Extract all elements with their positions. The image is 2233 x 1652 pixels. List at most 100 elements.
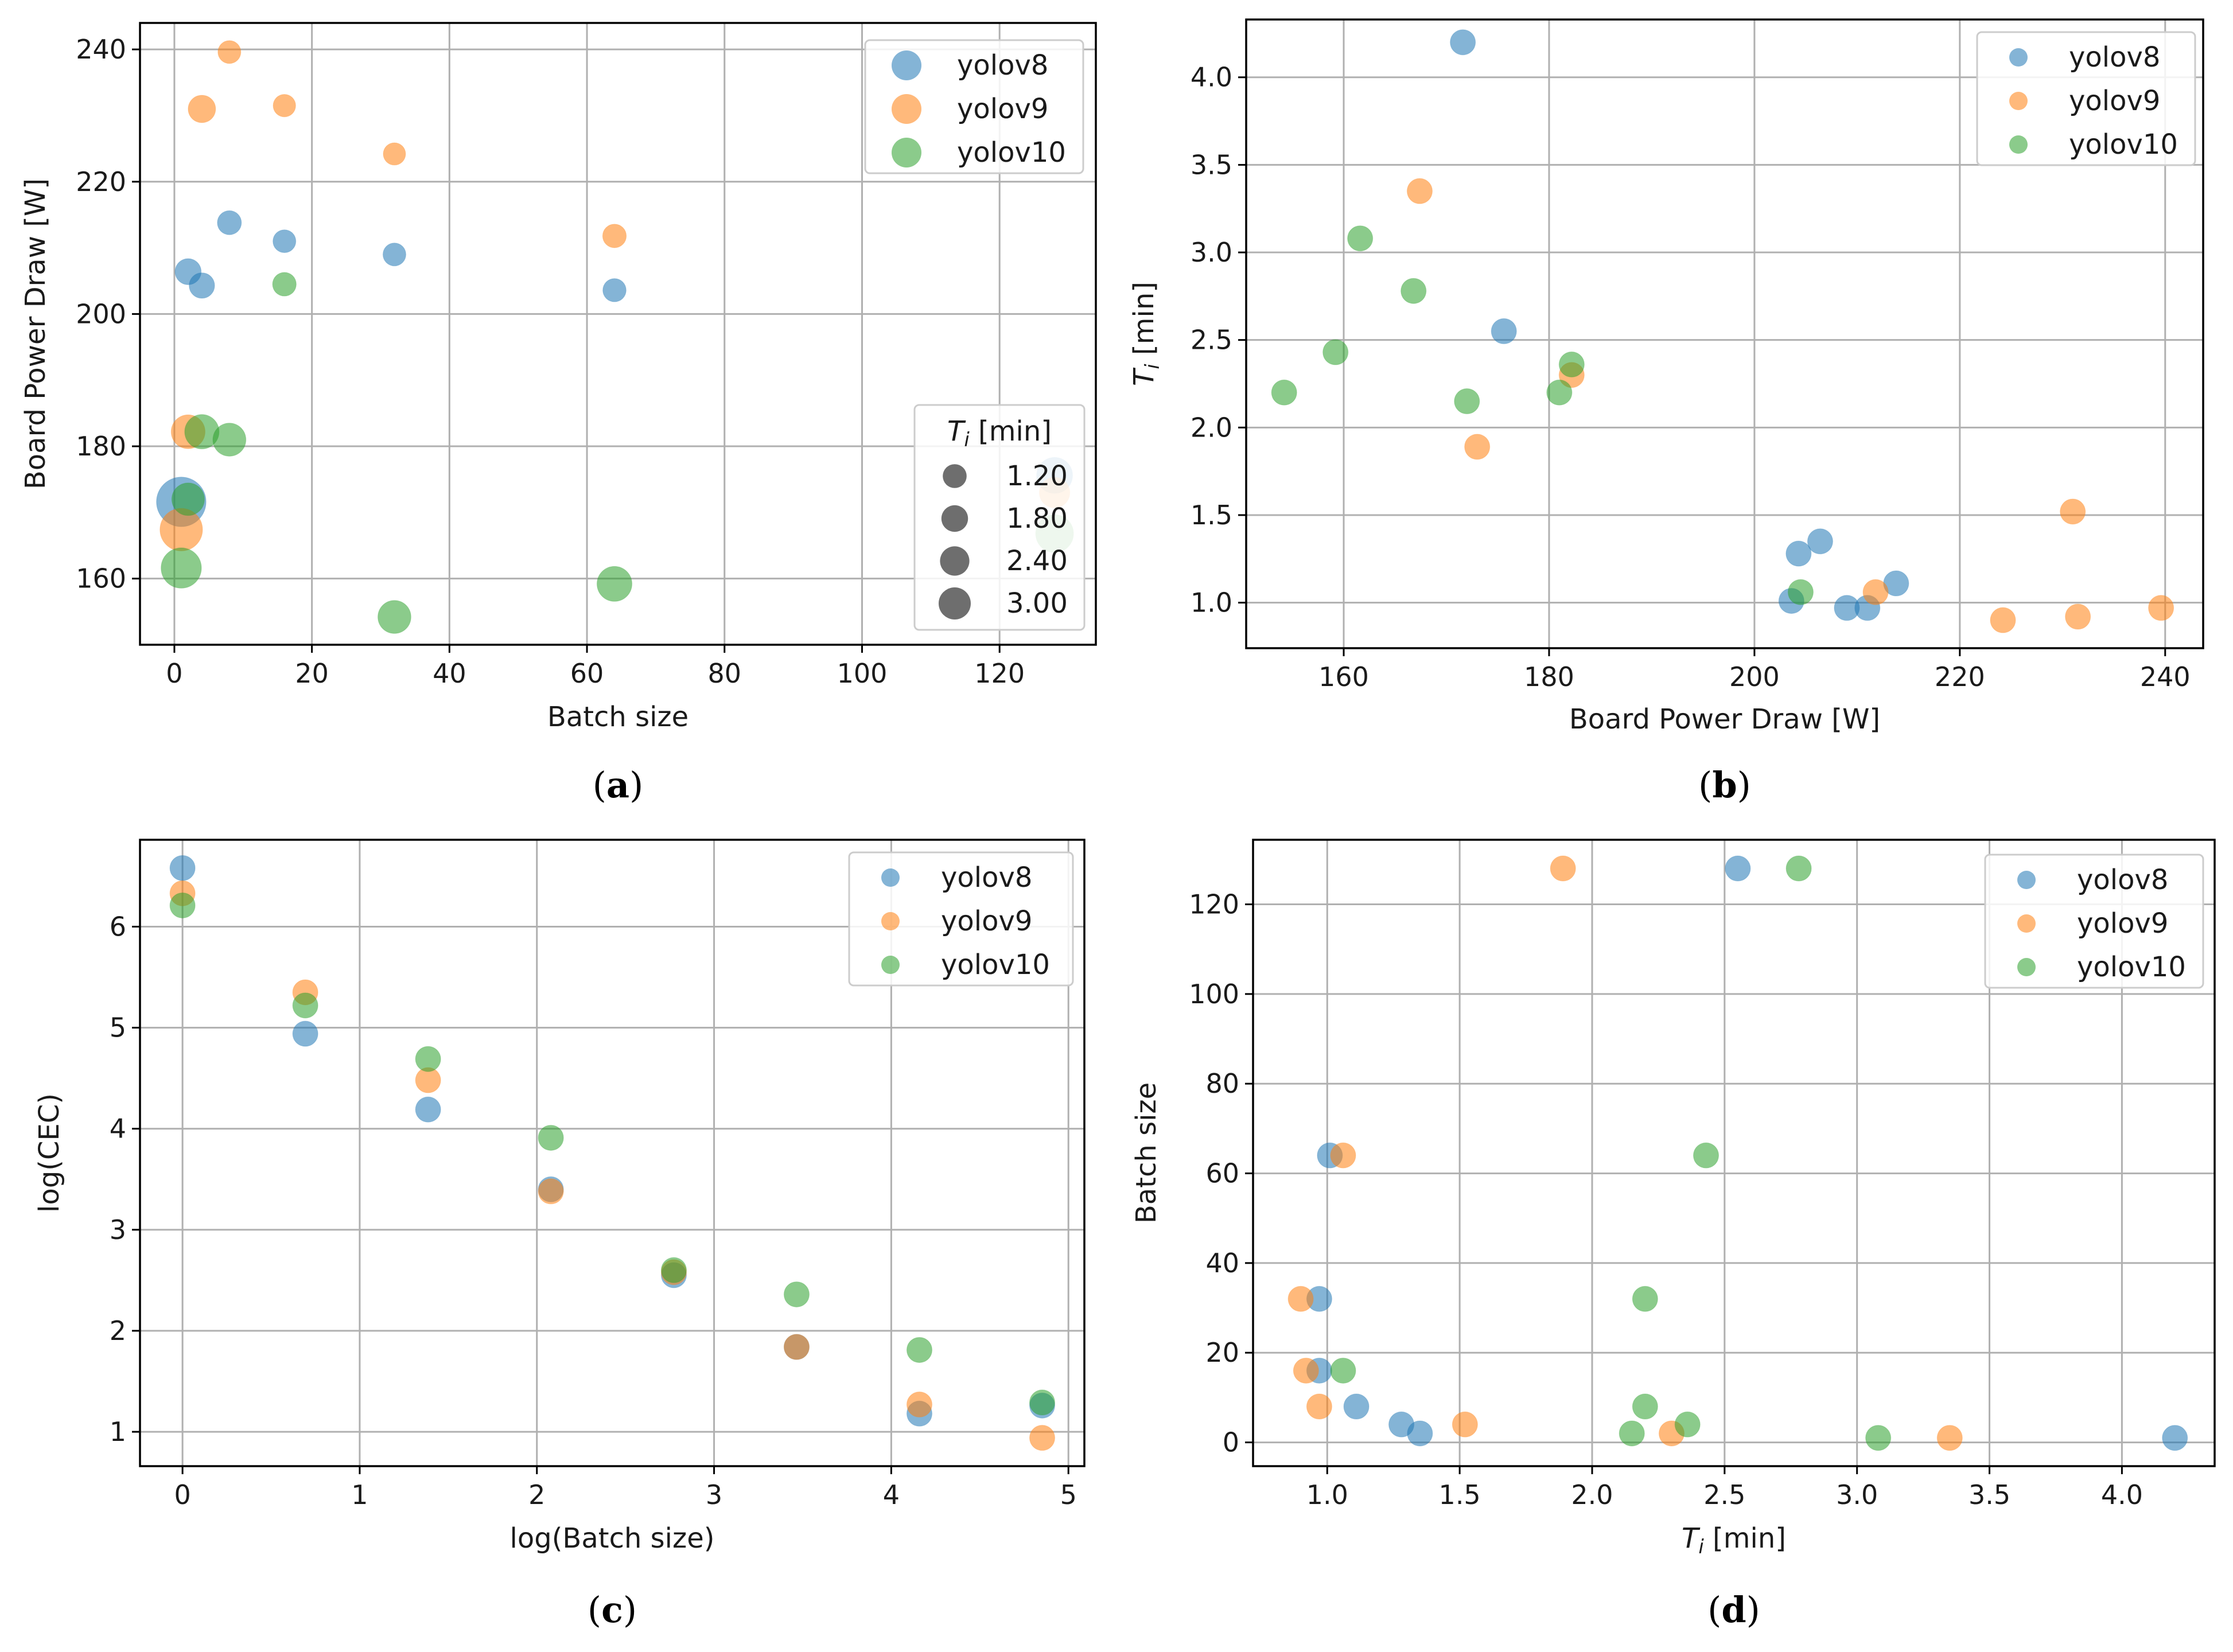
- panel-label-letter: c: [601, 1589, 623, 1631]
- data-point-yolov9: [1287, 1285, 1314, 1312]
- data-point-yolov9: [1330, 1142, 1356, 1168]
- size-legend-label: 3.00: [1006, 587, 1068, 620]
- data-point-yolov9: [160, 508, 203, 551]
- x-tick-label: 1.5: [1439, 1479, 1481, 1510]
- x-tick-label: 3.0: [1836, 1479, 1878, 1510]
- x-axis-label: Ti [min]: [1682, 1522, 1786, 1559]
- panel-label: (b): [1698, 764, 1751, 806]
- data-point-yolov10: [171, 482, 205, 516]
- data-point-yolov8: [292, 1020, 318, 1047]
- data-point-yolov10: [378, 600, 411, 634]
- data-point-yolov9: [383, 142, 406, 166]
- size-legend-marker: [939, 587, 971, 620]
- data-point-yolov10: [1322, 339, 1349, 365]
- chart-panel-a: 0 20 40 60 80 100 120 160 180 200 220 240 Batch size…: [20, 22, 1097, 806]
- x-tick-label: 2.5: [1703, 1479, 1745, 1510]
- data-point-yolov10: [1454, 388, 1480, 415]
- y-tick-label: 1: [110, 1416, 126, 1447]
- legend-label-yolov8: yolov8: [957, 49, 1048, 81]
- data-point-yolov8: [415, 1096, 441, 1123]
- data-point-yolov10: [1330, 1358, 1356, 1384]
- legend-label-yolov9: yolov9: [2069, 85, 2160, 117]
- data-point-yolov9: [602, 224, 627, 248]
- y-tick-label: 3.5: [1191, 149, 1232, 180]
- data-point-yolov10: [1029, 1389, 1056, 1416]
- y-tick-label: 2: [110, 1315, 126, 1346]
- y-tick-label: 200: [76, 298, 126, 329]
- x-tick-label: 160: [1318, 661, 1369, 692]
- size-legend-marker: [940, 546, 970, 576]
- x-axis-label: Batch size: [547, 701, 688, 733]
- plot-frame: [1252, 839, 2216, 1467]
- x-tick-label: 120: [974, 658, 1025, 689]
- legend-marker-yolov10: [881, 956, 900, 974]
- x-axis-label-unit: [min]: [1704, 1522, 1786, 1554]
- y-tick-label: 80: [1205, 1068, 1239, 1099]
- data-point-yolov8: [273, 229, 297, 254]
- y-tick-label: 160: [76, 563, 126, 594]
- panel-label-letter: d: [1721, 1589, 1746, 1631]
- y-tick-label: 220: [76, 166, 126, 197]
- data-point-yolov10: [1558, 351, 1585, 377]
- size-legend-label: 2.40: [1006, 545, 1068, 577]
- plot-frame: [139, 839, 1086, 1467]
- legend-box: [848, 851, 1074, 987]
- legend-label-yolov9: yolov9: [957, 93, 1048, 125]
- data-point-yolov10: [660, 1257, 687, 1283]
- x-tick-label: 2.0: [1571, 1479, 1613, 1510]
- data-point-yolov8: [189, 272, 215, 299]
- data-point-yolov9: [1029, 1425, 1056, 1451]
- size-legend-title-subscript: i: [964, 428, 970, 451]
- data-point-yolov8: [1725, 855, 1751, 882]
- panel-label-letter: b: [1712, 764, 1737, 806]
- x-axis-label-symbol: T: [1682, 1522, 1701, 1554]
- panel-label: (d): [1707, 1589, 1760, 1631]
- legend-marker-yolov10: [2017, 958, 2036, 976]
- y-tick-label: 5: [110, 1012, 126, 1043]
- data-point-yolov10: [272, 272, 297, 297]
- size-legend-label: 1.80: [1006, 502, 1068, 535]
- legend-label-yolov10: yolov10: [2077, 951, 2186, 983]
- data-point-yolov10: [538, 1125, 564, 1151]
- y-tick-label: 2.5: [1191, 325, 1232, 356]
- data-point-yolov10: [1865, 1425, 1892, 1451]
- y-tick-label: 20: [1205, 1337, 1239, 1368]
- data-point-yolov8: [1450, 29, 1476, 56]
- size-legend-title-symbol: T: [947, 415, 966, 447]
- data-point-yolov10: [161, 547, 202, 589]
- x-tick-label: 4.0: [2101, 1479, 2143, 1510]
- legend-marker-yolov10: [2009, 135, 2028, 154]
- data-point-yolov10: [597, 566, 633, 602]
- data-point-yolov8: [1343, 1393, 1370, 1420]
- y-axis-label: Batch size: [1130, 1082, 1162, 1224]
- data-point-yolov8: [1807, 528, 1833, 555]
- y-tick-label: 100: [1189, 979, 1239, 1010]
- data-point-yolov9: [1464, 434, 1491, 460]
- y-tick-label: 180: [76, 431, 126, 462]
- legend-marker-yolov9: [2017, 914, 2036, 933]
- chart-panel-b: 160 180 200 220 240 1.0 1.5 2.0 2.5 3.0 3.5 4.0 Boar…: [1128, 18, 2204, 806]
- data-point-yolov8: [169, 855, 196, 881]
- legend-marker-yolov8: [2017, 871, 2036, 889]
- x-tick-label: 100: [837, 658, 888, 689]
- panel-label-open: (: [1707, 1589, 1721, 1631]
- data-point-yolov10: [906, 1337, 932, 1363]
- data-point-yolov9: [1306, 1393, 1332, 1420]
- y-tick-label: 4: [110, 1113, 126, 1144]
- data-point-yolov9: [273, 94, 296, 118]
- data-point-yolov9: [1990, 607, 2016, 633]
- data-point-yolov10: [1693, 1142, 1720, 1168]
- data-point-yolov10: [783, 1281, 810, 1308]
- data-point-yolov9: [188, 95, 216, 123]
- panel-label-close: ): [629, 764, 643, 806]
- legend-label-yolov10: yolov10: [2069, 128, 2178, 161]
- data-point-yolov10: [1271, 379, 1297, 406]
- x-tick-label: 5: [1060, 1479, 1077, 1510]
- x-tick-label: 1.0: [1306, 1479, 1348, 1510]
- panel-label-close: ): [1737, 764, 1751, 806]
- y-tick-label: 3.0: [1191, 237, 1232, 268]
- data-point-yolov8: [602, 278, 627, 302]
- legend-label-yolov9: yolov9: [941, 905, 1032, 937]
- y-tick-label: 40: [1205, 1248, 1239, 1279]
- panel-label-letter: a: [606, 764, 629, 806]
